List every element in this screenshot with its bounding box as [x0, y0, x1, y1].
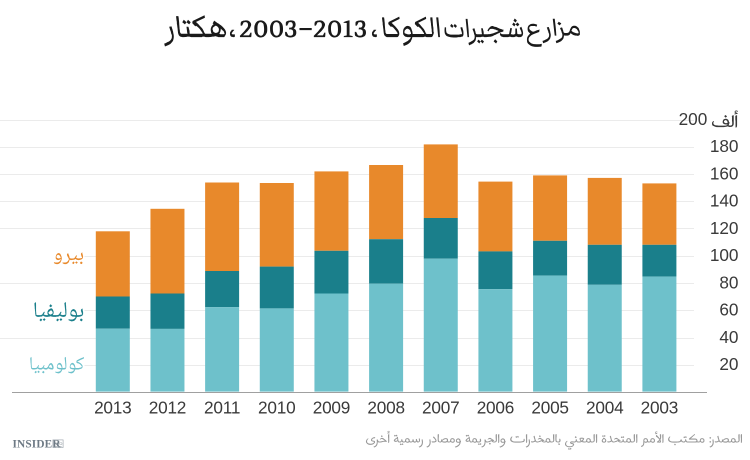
svg-text:2005: 2005 — [531, 398, 568, 418]
svg-text:20: 20 — [719, 354, 738, 374]
svg-text:140: 140 — [710, 191, 739, 211]
svg-text:2011: 2011 — [204, 398, 240, 418]
svg-text:2013: 2013 — [94, 398, 131, 418]
svg-text:2007: 2007 — [422, 398, 459, 418]
svg-text:INSIDER: INSIDER — [13, 439, 62, 451]
svg-text:120: 120 — [710, 218, 739, 238]
svg-text:160: 160 — [710, 163, 739, 183]
svg-text:60: 60 — [719, 300, 738, 320]
svg-text:2010: 2010 — [258, 398, 295, 418]
svg-text:180: 180 — [710, 136, 739, 156]
svg-text:2008: 2008 — [367, 398, 404, 418]
svg-text:PRO: PRO — [54, 441, 63, 446]
svg-text:2003: 2003 — [641, 398, 678, 418]
svg-text:2009: 2009 — [313, 398, 350, 418]
svg-text:100: 100 — [710, 245, 739, 265]
svg-text:40: 40 — [719, 327, 738, 347]
svg-text:200: 200 — [679, 109, 708, 129]
svg-text:2004: 2004 — [586, 398, 624, 418]
svg-text:80: 80 — [719, 272, 738, 292]
svg-text:2006: 2006 — [477, 398, 514, 418]
svg-text:2012: 2012 — [149, 398, 186, 418]
